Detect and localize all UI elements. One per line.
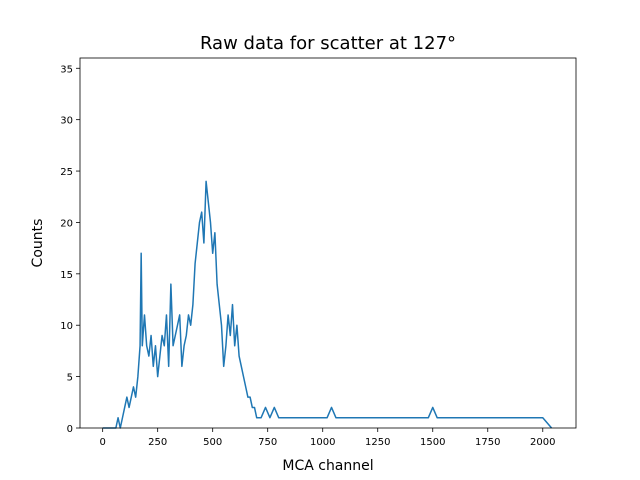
x-tick-label: 1500 (420, 437, 445, 448)
x-tick-label: 750 (258, 437, 277, 448)
y-tick-label: 30 (60, 116, 73, 127)
y-tick-label: 20 (60, 218, 73, 229)
chart-title: Raw data for scatter at 127° (200, 33, 456, 54)
x-tick-label: 1750 (475, 437, 500, 448)
x-tick-label: 500 (203, 437, 222, 448)
y-tick-label: 25 (60, 167, 73, 178)
y-tick-label: 5 (67, 373, 73, 384)
y-axis-label: Counts (30, 219, 46, 268)
plot-area: 0 250 500 750 1000 1250 1500 1750 2000 0 5 10 15 20 25… (60, 64, 555, 448)
x-tick-label: 1000 (310, 437, 335, 448)
y-tick-label: 15 (60, 270, 73, 281)
x-tick-label: 1250 (365, 437, 390, 448)
x-tick-label: 0 (99, 437, 105, 448)
axes-frame (79, 57, 577, 429)
y-tick-label: 35 (60, 64, 73, 75)
x-tick-label: 250 (148, 437, 167, 448)
y-tick-label: 0 (67, 424, 73, 435)
y-tick-label: 10 (60, 321, 73, 332)
series-line-0 (102, 180, 553, 429)
x-axis-label: MCA channel (282, 458, 373, 474)
x-tick-label: 2000 (530, 437, 555, 448)
